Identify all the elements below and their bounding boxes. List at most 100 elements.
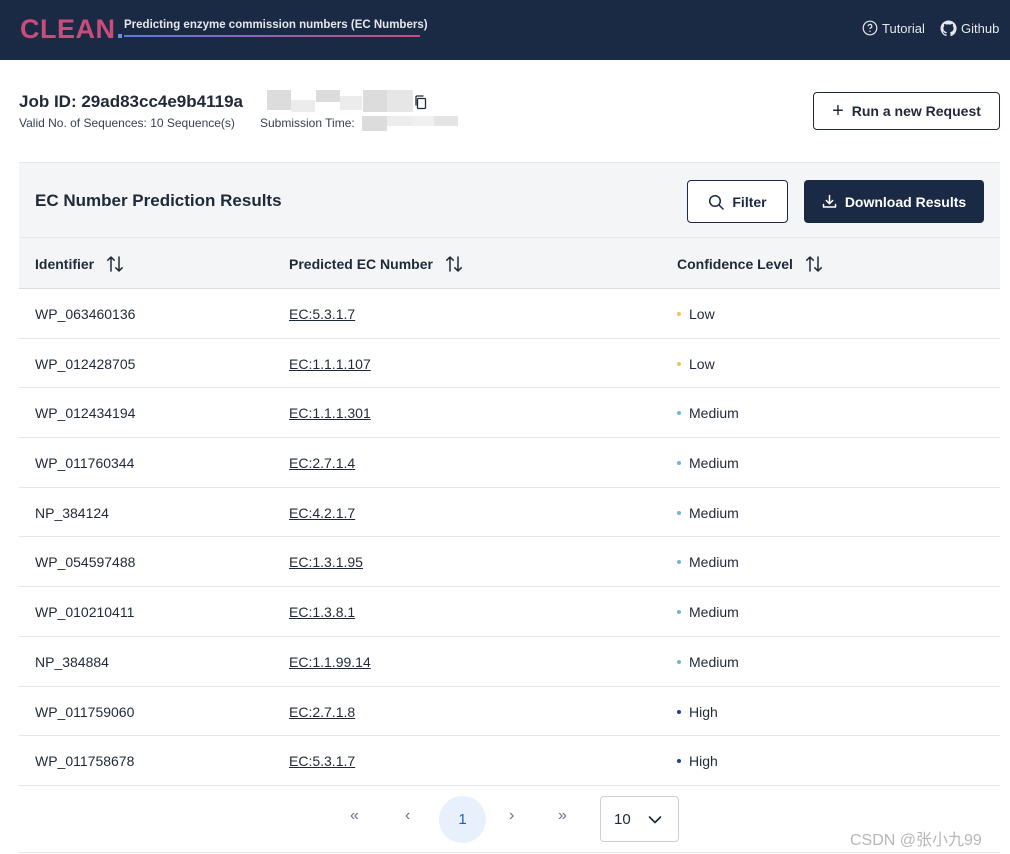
ec-number-link[interactable]: EC:2.7.1.4 xyxy=(289,455,356,472)
redacted-job-id xyxy=(316,90,340,102)
table-row: WP_012434194 EC:1.1.1.301 Medium xyxy=(19,388,1000,439)
ec-number-link[interactable]: EC:5.3.1.7 xyxy=(289,753,356,770)
confidence-label: Medium xyxy=(689,405,739,422)
confidence-label: High xyxy=(689,703,718,720)
previous-page-button[interactable]: ‹ xyxy=(405,807,411,824)
confidence-dot-icon xyxy=(677,461,681,466)
ec-number-link[interactable]: EC:5.3.1.7 xyxy=(289,306,356,322)
confidence-dot-icon xyxy=(677,312,681,316)
job-id-title: Job ID: 29ad83cc4e9b4119a xyxy=(19,92,243,111)
confidence-dot-icon xyxy=(677,361,681,366)
confidence-cell: Medium xyxy=(677,654,739,670)
ec-number-link[interactable]: EC:1.3.8.1 xyxy=(289,604,356,621)
confidence-label: Low xyxy=(689,355,715,372)
results-title: EC Number Prediction Results xyxy=(35,191,282,210)
confidence-label: Medium xyxy=(689,604,739,621)
confidence-cell: High xyxy=(677,753,718,769)
column-header-identifier[interactable]: Identifier xyxy=(35,255,124,273)
confidence-dot-icon xyxy=(677,759,681,764)
ec-number-link[interactable]: EC:1.1.1.107 xyxy=(289,355,371,372)
confidence-cell: Medium xyxy=(677,604,739,620)
redacted-submission-time xyxy=(434,116,458,126)
confidence-dot-icon xyxy=(677,411,681,416)
app-logo[interactable]: CLEAN xyxy=(20,14,122,45)
ec-number-link[interactable]: EC:1.1.99.14 xyxy=(289,653,371,670)
column-header-predicted-ec[interactable]: Predicted EC Number xyxy=(289,255,463,273)
first-page-button[interactable]: « xyxy=(350,807,359,824)
tutorial-label: Tutorial xyxy=(882,20,925,36)
divider xyxy=(19,852,1000,853)
github-link[interactable]: Github xyxy=(940,20,999,37)
run-new-request-label: Run a new Request xyxy=(851,103,981,119)
confidence-label: Medium xyxy=(689,554,739,571)
next-page-button[interactable]: › xyxy=(509,807,515,824)
identifier-cell: WP_011759060 xyxy=(35,703,135,720)
confidence-cell: High xyxy=(677,704,718,720)
confidence-cell: Medium xyxy=(677,554,739,570)
github-label: Github xyxy=(961,21,1000,36)
identifier-cell: WP_011760344 xyxy=(35,455,135,472)
identifier-cell: WP_010210411 xyxy=(35,604,135,621)
redacted-job-id xyxy=(340,96,362,110)
column-label: Identifier xyxy=(35,256,95,272)
confidence-cell: Medium xyxy=(677,505,739,521)
watermark-text: CSDN @张小九99 xyxy=(850,832,982,849)
sort-icon xyxy=(805,256,822,272)
redacted-job-id xyxy=(363,90,387,112)
table-row: WP_011758678 EC:5.3.1.7 High xyxy=(19,736,1000,786)
table-row: WP_010210411 EC:1.3.8.1 Medium xyxy=(19,587,1000,637)
download-results-button[interactable]: Download Results xyxy=(804,180,984,223)
tagline-underline xyxy=(124,35,420,37)
results-panel-header: EC Number Prediction Results Filter Down… xyxy=(19,162,1000,238)
valid-sequences-count: Valid No. of Sequences: 10 Sequence(s) xyxy=(19,116,235,130)
identifier-cell: NP_384884 xyxy=(35,653,109,670)
run-new-request-button[interactable]: + Run a new Request xyxy=(813,92,1000,130)
last-page-button[interactable]: » xyxy=(558,807,567,824)
column-label: Predicted EC Number xyxy=(289,256,433,272)
rows-per-page-value: 10 xyxy=(614,810,631,828)
current-page-button[interactable]: 1 xyxy=(439,796,486,843)
confidence-cell: Medium xyxy=(677,455,739,471)
pagination: « ‹ 1 › » 10 xyxy=(0,795,1010,843)
tutorial-link[interactable]: Tutorial xyxy=(862,20,925,36)
sort-icon xyxy=(445,256,462,272)
confidence-label: Medium xyxy=(689,653,739,670)
table-row: WP_011759060 EC:2.7.1.8 High xyxy=(19,687,1000,737)
redacted-job-id xyxy=(387,90,413,112)
table-row: WP_011760344 EC:2.7.1.4 Medium xyxy=(19,438,1000,488)
table-row: NP_384884 EC:1.1.99.14 Medium xyxy=(19,637,1000,687)
confidence-label: High xyxy=(689,753,718,770)
confidence-cell: Low xyxy=(677,356,715,372)
ec-number-link[interactable]: EC:1.3.1.95 xyxy=(289,554,363,571)
plus-icon: + xyxy=(832,100,844,122)
identifier-cell: WP_012434194 xyxy=(35,405,136,422)
confidence-cell: Medium xyxy=(677,405,739,421)
confidence-label: Medium xyxy=(689,504,739,521)
ec-number-link[interactable]: EC:4.2.1.7 xyxy=(289,504,356,521)
confidence-label: Medium xyxy=(689,455,739,472)
identifier-cell: NP_384124 xyxy=(35,504,109,521)
filter-button[interactable]: Filter xyxy=(687,180,788,223)
column-header-confidence[interactable]: Confidence Level xyxy=(677,255,823,273)
copy-icon[interactable] xyxy=(413,94,429,111)
identifier-cell: WP_054597488 xyxy=(35,554,136,571)
confidence-dot-icon xyxy=(677,709,681,714)
chevron-down-icon xyxy=(648,816,662,824)
results-table-body: WP_063460136 EC:5.3.1.7 Low WP_012428705 EC:… xyxy=(19,289,1000,786)
rows-per-page-select[interactable]: 10 xyxy=(600,796,679,842)
table-row: WP_063460136 EC:5.3.1.7 Low xyxy=(19,289,1000,339)
ec-number-link[interactable]: EC:1.1.1.301 xyxy=(289,405,371,422)
results-table-header: Identifier Predicted EC Number Confidenc… xyxy=(19,238,1000,289)
identifier-cell: WP_063460136 xyxy=(35,306,136,322)
download-results-label: Download Results xyxy=(844,193,967,210)
ec-number-link[interactable]: EC:2.7.1.8 xyxy=(289,703,356,720)
redacted-job-id xyxy=(267,90,291,110)
submission-time-label: Submission Time: xyxy=(260,116,355,130)
filter-label: Filter xyxy=(732,193,767,210)
redacted-submission-time xyxy=(362,116,387,131)
confidence-dot-icon xyxy=(677,560,681,565)
sort-icon xyxy=(107,256,124,272)
github-icon xyxy=(940,20,957,37)
search-icon xyxy=(709,194,725,210)
confidence-dot-icon xyxy=(677,659,681,664)
